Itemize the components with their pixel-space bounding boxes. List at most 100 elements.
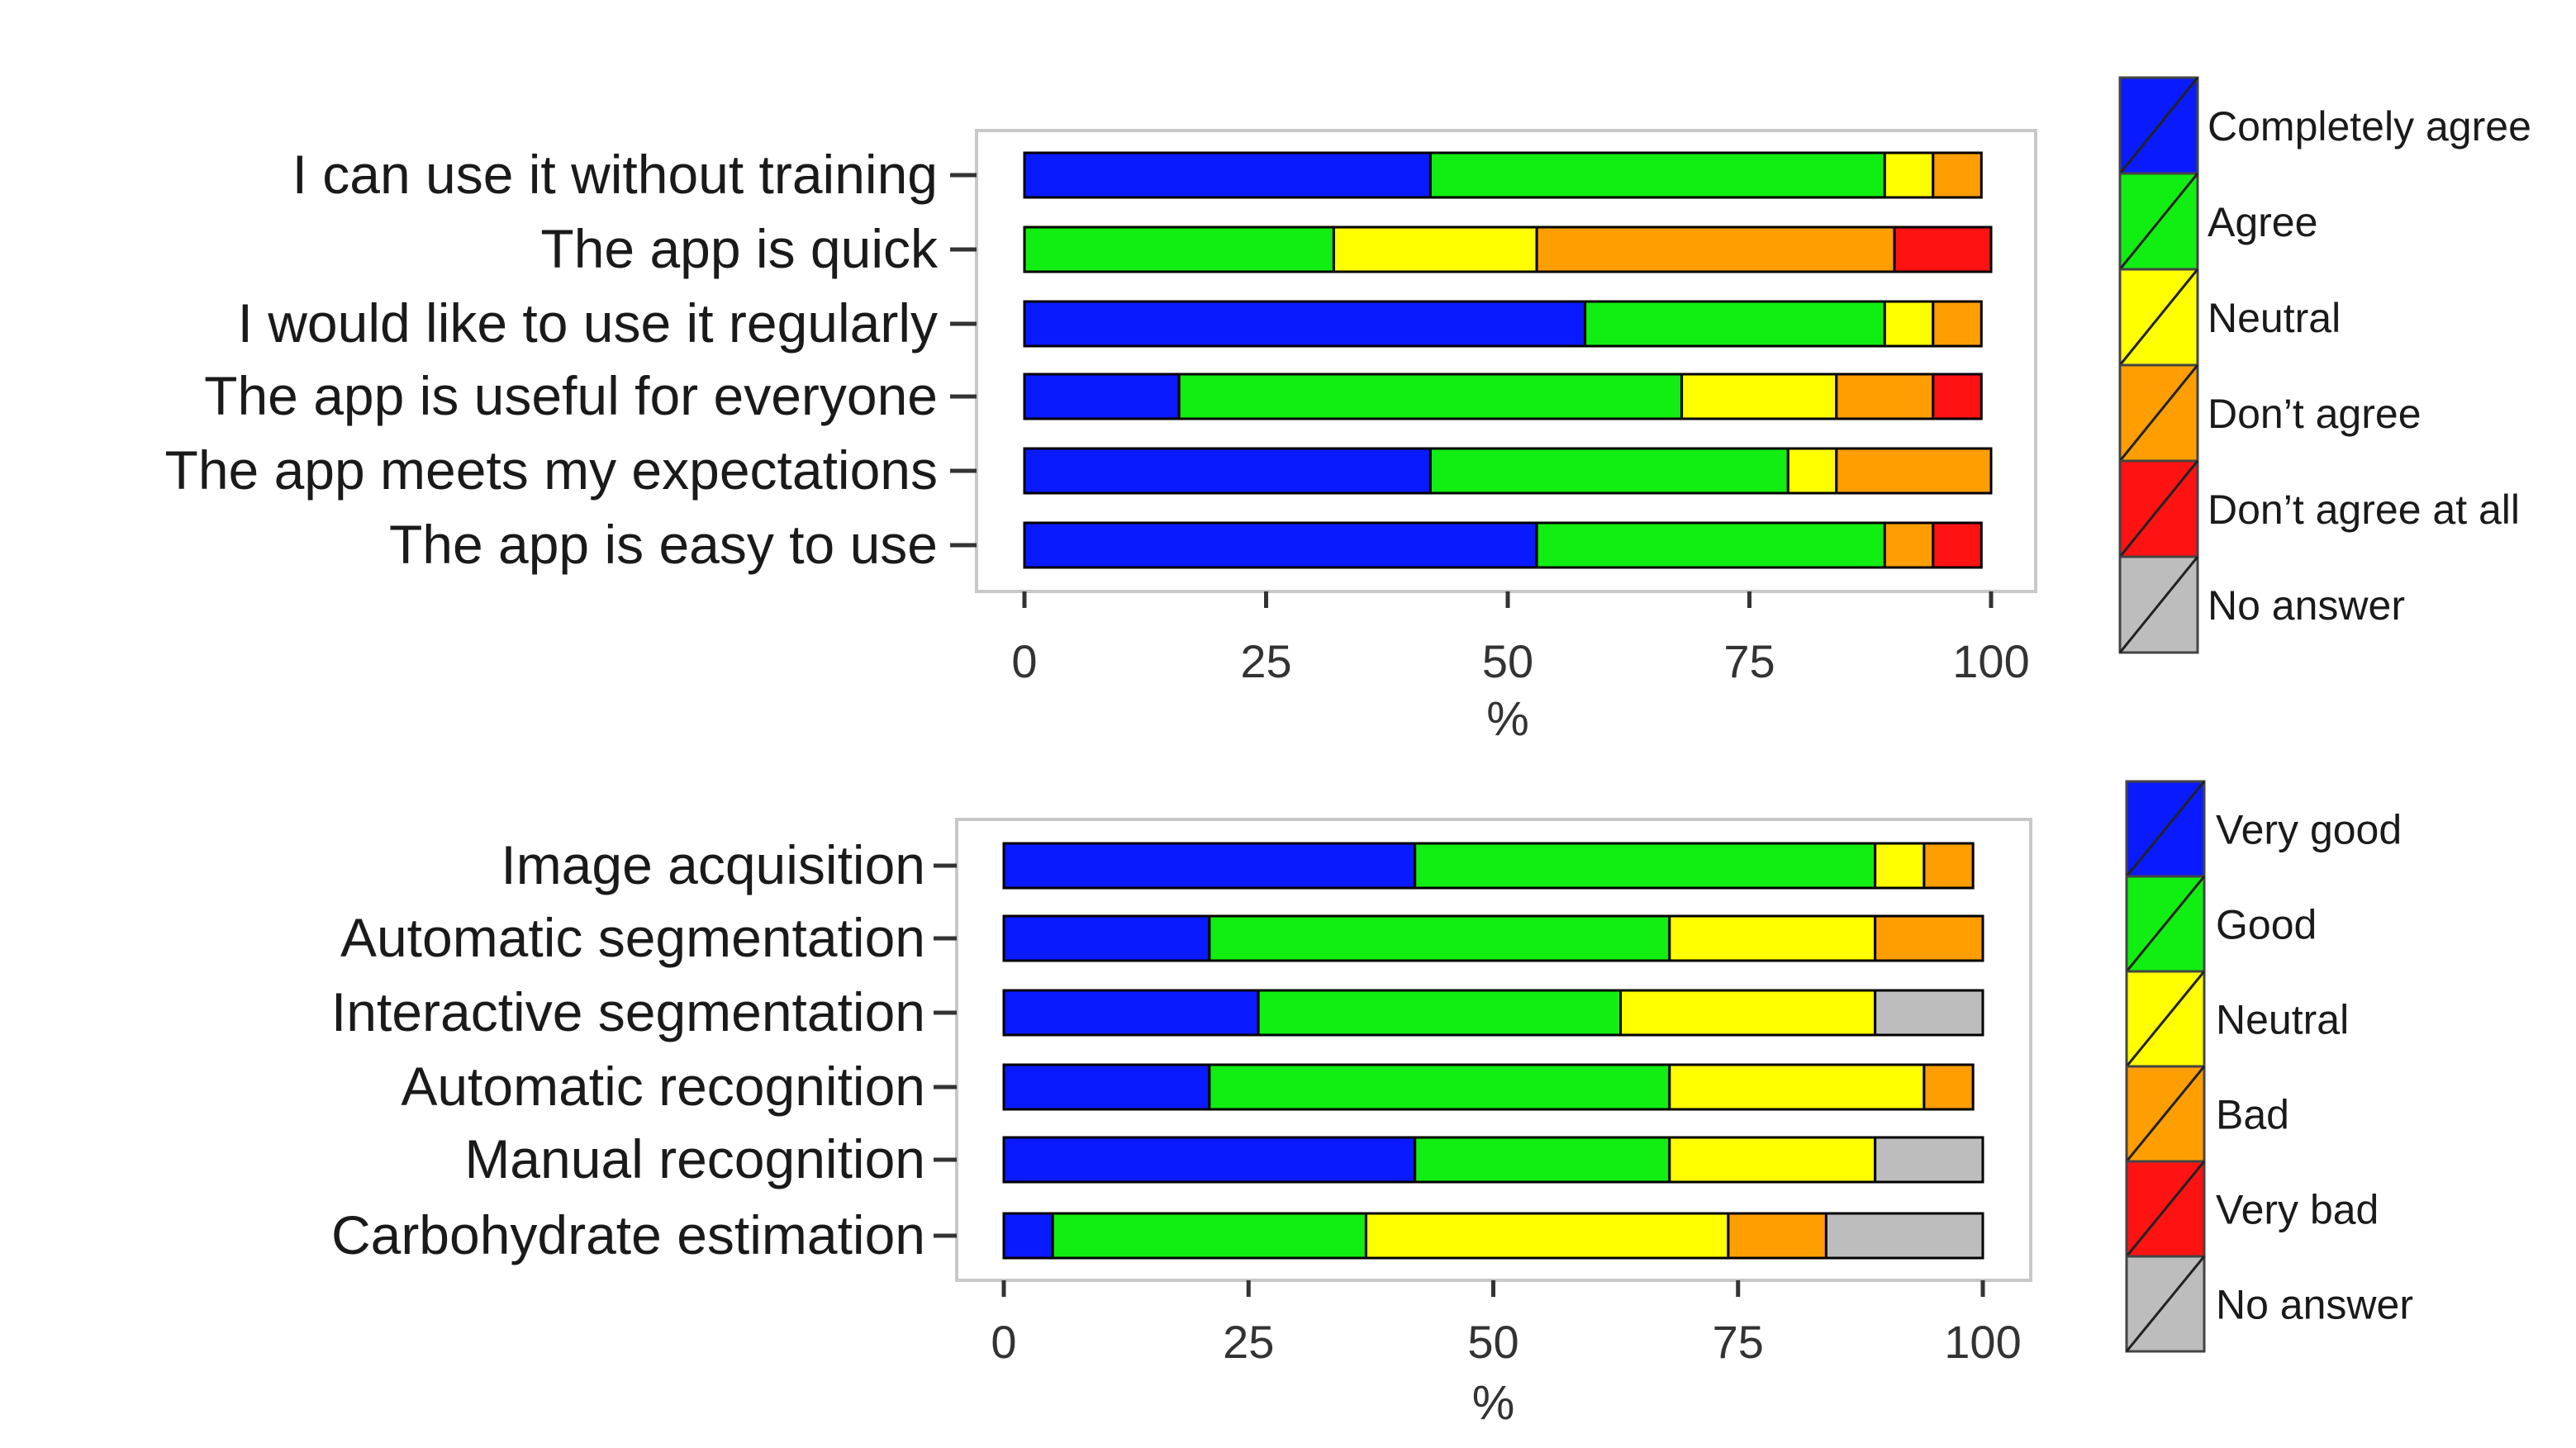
x-tick-label: 0 (1011, 635, 1037, 687)
legend-label: Neutral (2208, 295, 2341, 341)
category-label: The app meets my expectations (165, 439, 938, 501)
bar-segment (1002, 989, 1260, 1037)
legend-swatch-slash (2125, 971, 2206, 1067)
x-tick-label: 50 (1482, 635, 1533, 687)
category-label: Image acquisition (501, 834, 925, 895)
legend-swatch-slash (2118, 460, 2199, 558)
bar-row (1002, 989, 1984, 1037)
bar-row (1002, 842, 1975, 890)
bar-segment (1414, 1136, 1671, 1184)
bar-segment (1177, 373, 1684, 420)
bar-segment (1023, 373, 1181, 420)
legend-swatch-slash (2125, 1256, 2206, 1352)
bar-segment (1619, 989, 1877, 1037)
bar-segment (1824, 1212, 1984, 1260)
legend-label: Bad (2216, 1092, 2289, 1138)
legend-swatch-slash (2118, 268, 2199, 366)
bar-segment (1932, 373, 1983, 420)
bar-segment (1668, 1136, 1877, 1184)
plot-panel (955, 818, 2032, 1282)
legend-swatch-slash (2118, 364, 2199, 462)
bar-segment (1428, 447, 1789, 495)
category-label: Automatic recognition (401, 1056, 925, 1117)
bar-segment (1023, 151, 1432, 199)
bar-segment (1893, 226, 1993, 273)
chart-1: I can use it without training The app is … (165, 76, 2531, 746)
category-label: The app is easy to use (389, 514, 938, 575)
bar-segment (1208, 914, 1671, 962)
x-tick-label: 0 (991, 1316, 1016, 1368)
bar-segment (1932, 521, 1983, 569)
legend-swatch-slash (2125, 876, 2206, 972)
bar-segment (1874, 1136, 1984, 1184)
bar-segment (1002, 914, 1211, 962)
bar-segment (1023, 226, 1335, 273)
legend-swatch-slash (2125, 1161, 2206, 1257)
bar-segment (1208, 1063, 1671, 1111)
bar-segment (1727, 1212, 1827, 1260)
legend-label: Neutral (2216, 997, 2349, 1043)
legend-label: Good (2216, 902, 2317, 948)
x-tick-label: 25 (1223, 1316, 1274, 1368)
legend-label: No answer (2208, 582, 2405, 629)
bar-segment (1023, 447, 1432, 495)
legend-label: Completely agree (2208, 103, 2531, 150)
x-tick-label: 75 (1713, 1316, 1764, 1368)
legend-swatch-slash (2118, 173, 2199, 270)
x-tick-label: 75 (1723, 635, 1775, 687)
category-label: Manual recognition (464, 1128, 925, 1189)
category-label: I would like to use it regularly (238, 292, 938, 354)
legend-label: Agree (2208, 199, 2317, 245)
bar-segment (1002, 1212, 1054, 1260)
bar-segment (1835, 373, 1935, 420)
bar-segment (1922, 842, 1975, 890)
bar-row (1002, 1212, 1984, 1260)
category-label: The app is useful for everyone (204, 365, 938, 426)
bar-row (1023, 373, 1983, 420)
bar-segment (1922, 1063, 1975, 1111)
bar-row (1023, 151, 1983, 199)
bar-row (1023, 226, 1993, 273)
x-axis-title: % (1472, 1376, 1515, 1430)
legend-label: Don’t agree (2208, 391, 2422, 437)
legend-label: Very bad (2216, 1187, 2379, 1233)
bar-segment (1835, 447, 1993, 495)
bar-segment (1883, 521, 1935, 569)
bar-row (1002, 1063, 1975, 1111)
category-label: Interactive segmentation (331, 981, 925, 1042)
bar-segment (1883, 151, 1935, 199)
legend-swatch-slash (2118, 556, 2199, 653)
category-label: The app is quick (540, 218, 939, 279)
legend-label: Very good (2216, 807, 2402, 853)
bar-segment (1883, 300, 1935, 348)
bar-segment (1668, 914, 1877, 962)
legend-label: Don’t agree at all (2208, 487, 2520, 533)
bar-segment (1932, 300, 1983, 348)
legend-swatch-slash (2118, 77, 2199, 174)
category-label: Carbohydrate estimation (331, 1204, 925, 1265)
bar-segment (1535, 521, 1886, 569)
bar-segment (1932, 151, 1983, 199)
bar-row (1023, 300, 1983, 348)
bar-segment (1023, 521, 1538, 569)
bar-row (1002, 1136, 1984, 1184)
bar-segment (1002, 1063, 1211, 1111)
category-label: I can use it without training (292, 144, 938, 205)
chart-2: Image acquisition Automatic segmentation I… (331, 780, 2413, 1430)
bar-row (1002, 914, 1984, 962)
bar-segment (1023, 300, 1587, 348)
legend-label: No answer (2216, 1282, 2413, 1328)
bar-segment (1051, 1212, 1367, 1260)
x-tick-label: 25 (1240, 635, 1291, 687)
bar-segment (1874, 989, 1984, 1037)
bar-segment (1668, 1063, 1926, 1111)
legend: Completely agree Agree Neutral Don’t agree D… (2118, 76, 2531, 654)
x-tick-label: 50 (1467, 1316, 1519, 1368)
bar-segment (1364, 1212, 1730, 1260)
bar-segment (1002, 842, 1417, 890)
x-tick-label: 100 (1952, 635, 2029, 687)
category-label: Automatic segmentation (340, 907, 925, 968)
x-axis-title: % (1486, 692, 1529, 746)
bar-segment (1428, 151, 1886, 199)
